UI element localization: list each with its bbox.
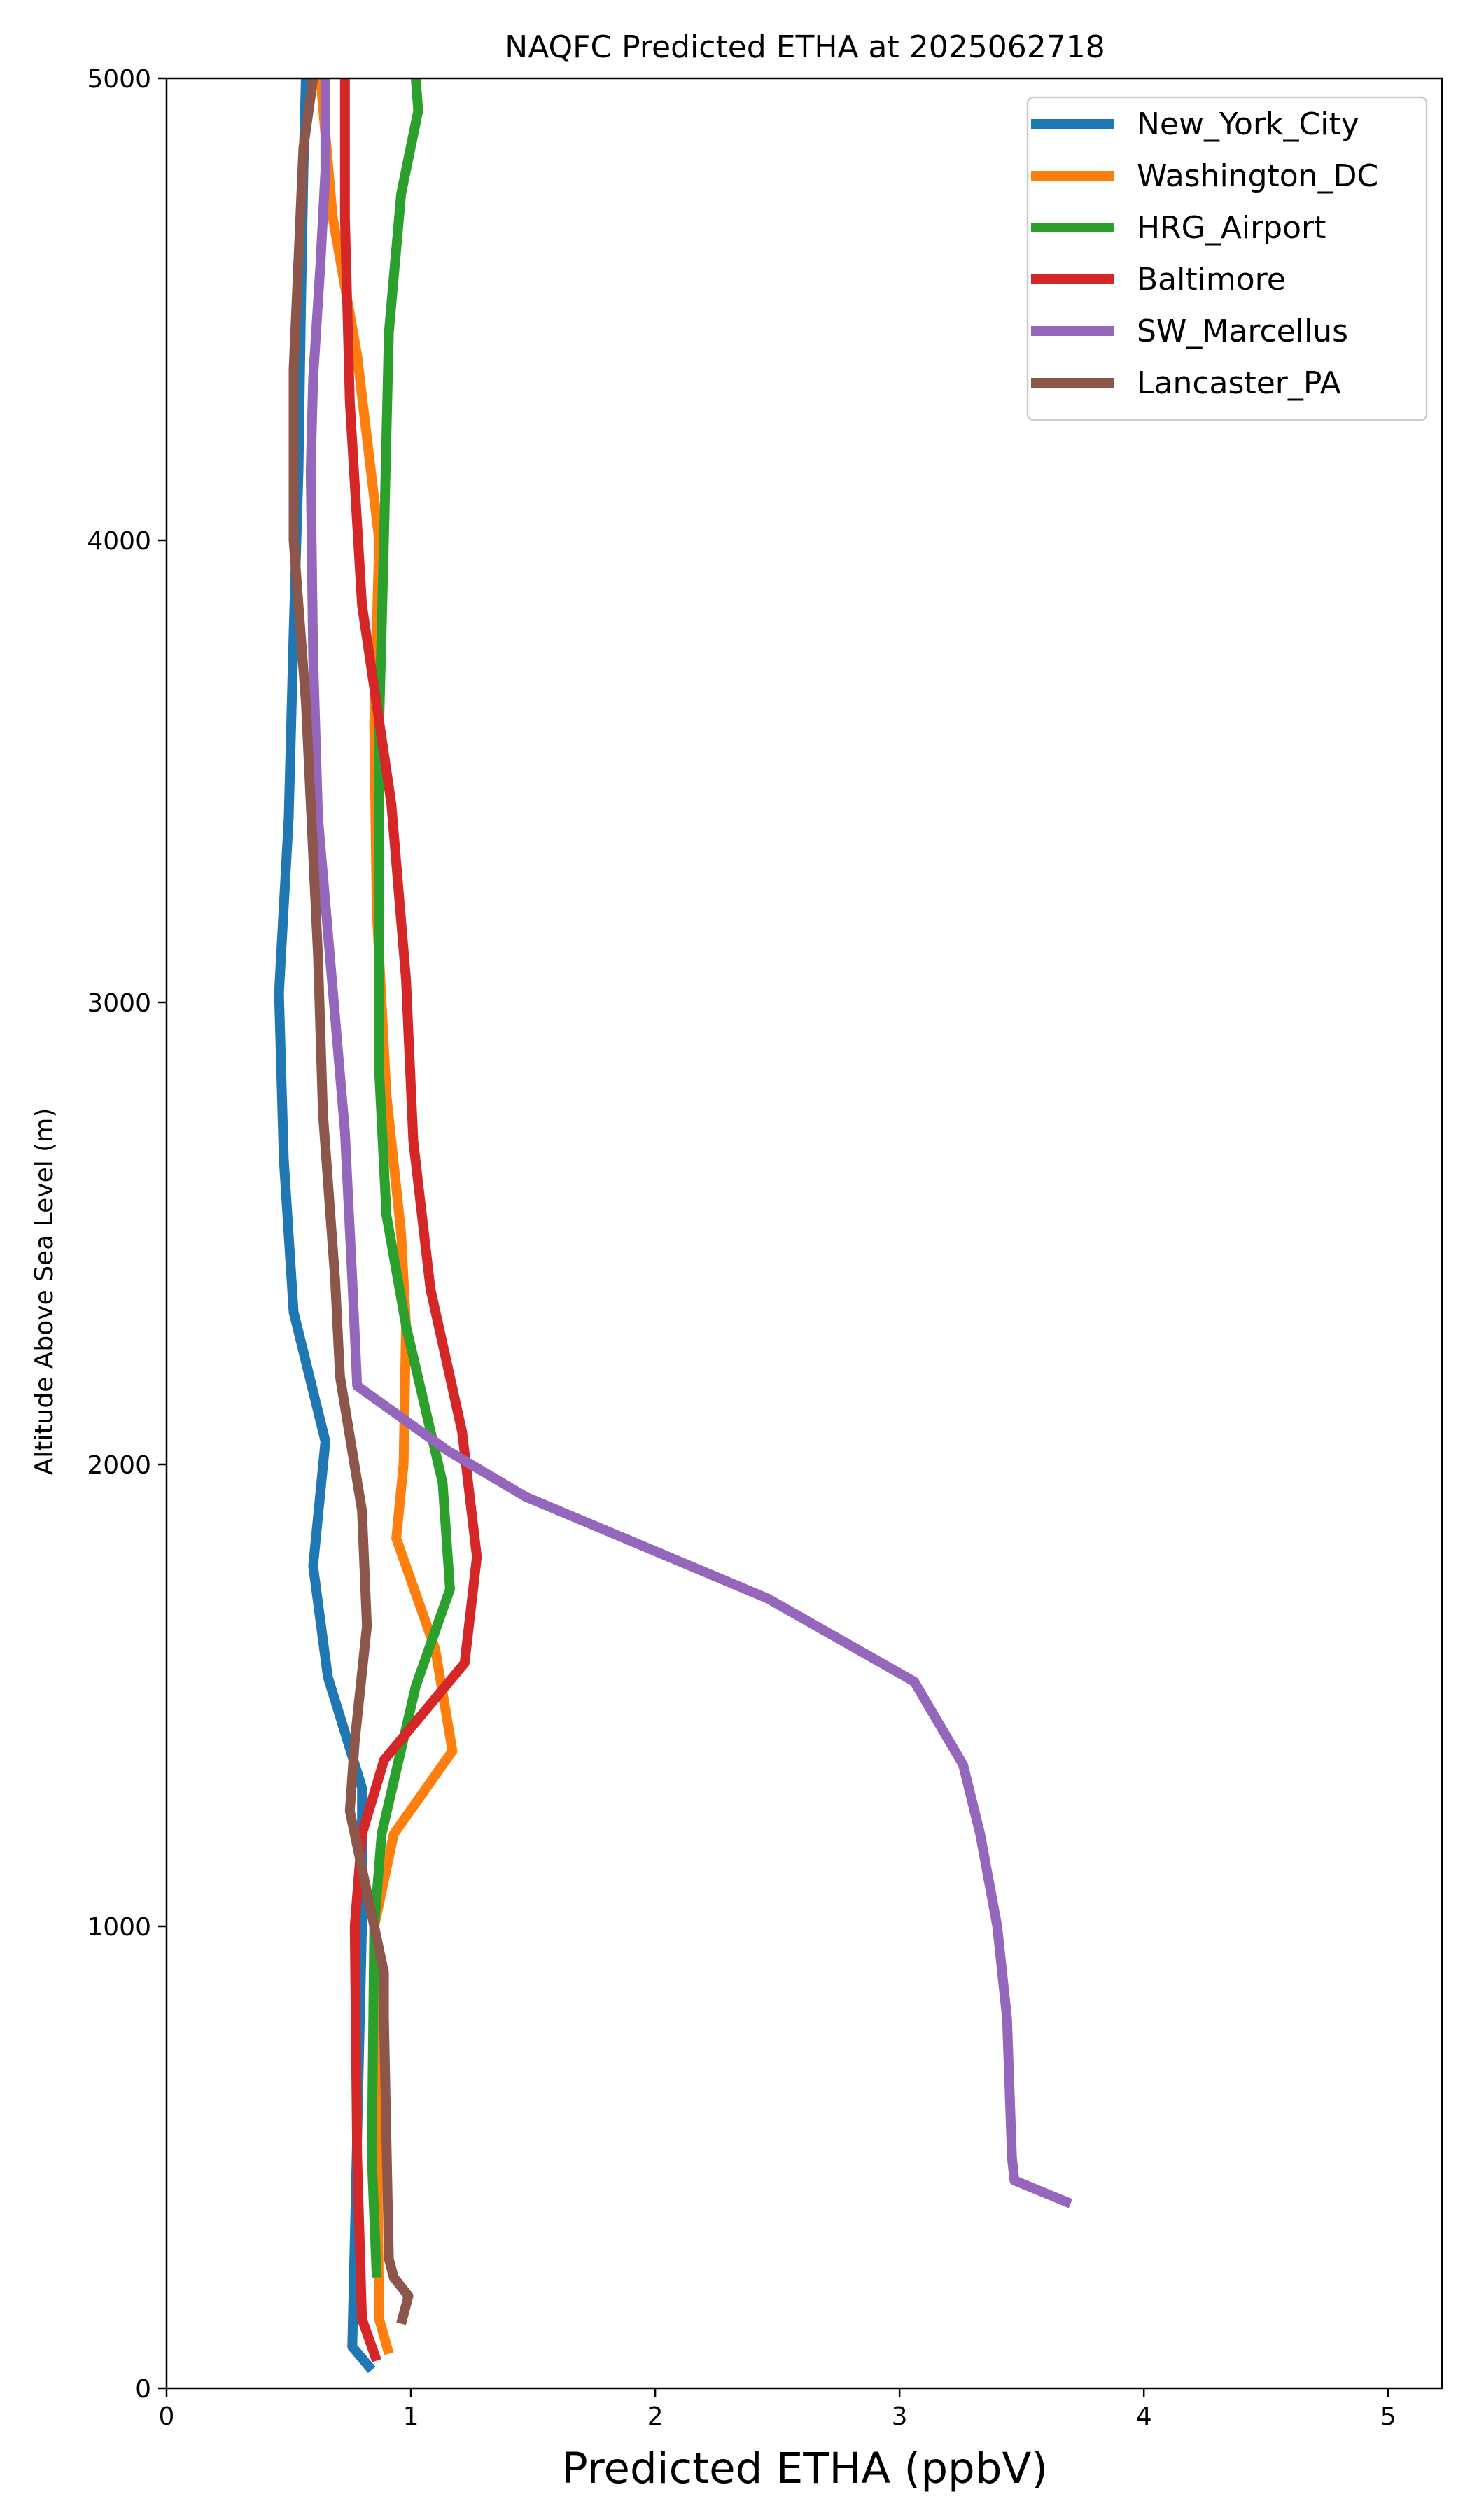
plot-frame [165,77,1443,2390]
y-tick-label: 2000 [87,1451,151,1480]
legend-box [1026,96,1428,421]
x-tick-label: 3 [892,2402,908,2431]
legend-label: Washington_DC [1137,158,1378,194]
series-layer [274,78,1073,2374]
series-line-sw-marcellus [305,78,1073,2208]
y-tick-label: 1000 [87,1913,151,1942]
legend-label: Baltimore [1137,262,1286,298]
chart-title: NAQFC Predicted ETHA at 2025062718 [505,29,1105,65]
x-tick-label: 4 [1136,2402,1152,2431]
legend-label: HRG_Airport [1137,210,1326,246]
series-line-hrg-airport [367,78,455,2278]
x-tick-label: 0 [159,2402,175,2431]
legend-label: New_York_City [1137,106,1359,142]
x-tick-label: 5 [1380,2402,1396,2431]
y-tick-label: 3000 [87,989,151,1018]
x-axis-label: Predicted ETHA (ppbV) [562,2444,1048,2493]
series-line-lancaster-pa [288,78,414,2325]
y-axis-label: Altitude Above Sea Level (m) [30,1108,59,1476]
legend: New_York_City Washington_DC HRG_Airport Bal… [1026,96,1428,421]
ticks-layer: 0 1 2 3 4 5 0 1000 2000 3000 4000 5000 [87,65,1396,2431]
y-tick-label: 4000 [87,527,151,556]
legend-label: Lancaster_PA [1137,365,1341,401]
x-tick-label: 2 [648,2402,664,2431]
legend-entries: New_York_City Washington_DC HRG_Airport Bal… [1031,106,1378,401]
series-line-baltimore [340,78,482,2362]
y-tick-label: 0 [135,2375,151,2404]
legend-label: SW_Marcellus [1137,314,1348,349]
x-tick-label: 1 [403,2402,419,2431]
y-tick-label: 5000 [87,65,151,94]
